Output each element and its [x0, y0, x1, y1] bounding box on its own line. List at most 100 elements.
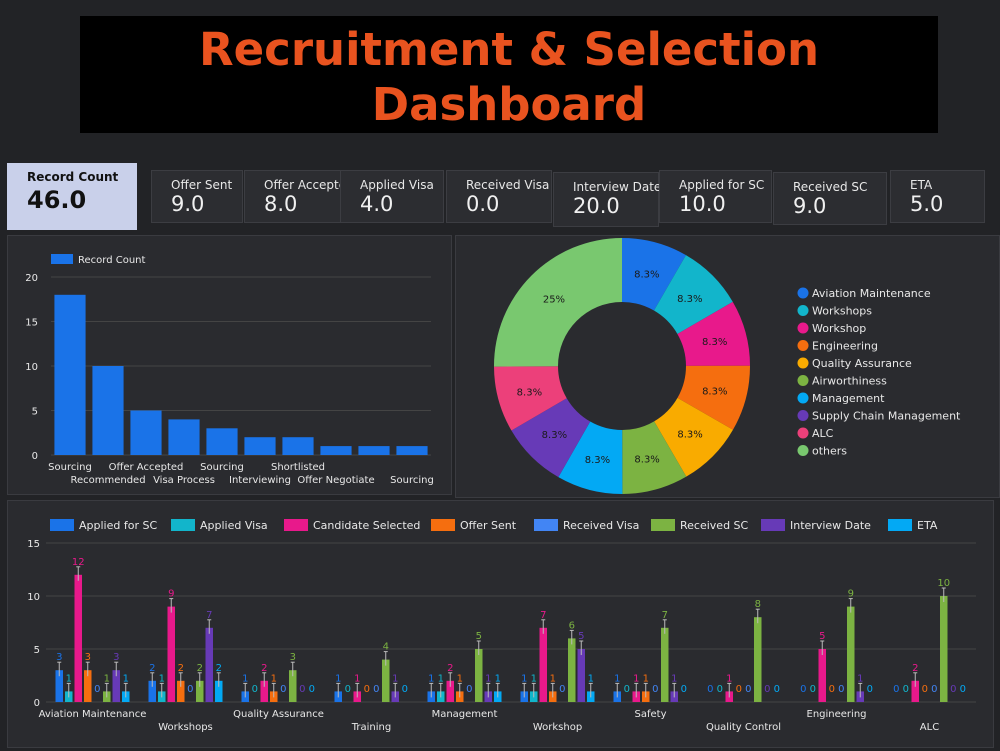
dashboard-title-line1: Recruitment & Selection: [199, 23, 819, 76]
bar-record-count[interactable]: [320, 446, 352, 455]
legend-label[interactable]: Received Visa: [563, 519, 639, 532]
grouped-bar[interactable]: [177, 680, 185, 702]
legend-label[interactable]: Aviation Maintenance: [812, 287, 931, 300]
grouped-bar[interactable]: [475, 649, 483, 702]
grouped-bar[interactable]: [55, 670, 64, 702]
kpi-received-visa[interactable]: Received Visa 0.0: [446, 170, 552, 223]
donut-slice[interactable]: [654, 397, 733, 477]
bar-record-count[interactable]: [92, 366, 124, 455]
bar-record-count[interactable]: [358, 446, 390, 455]
grouped-bar[interactable]: [167, 606, 176, 702]
bar-record-count[interactable]: [168, 419, 200, 455]
donut-slice[interactable]: [622, 238, 686, 311]
grouped-bar[interactable]: [446, 680, 455, 702]
grouped-bar[interactable]: [205, 627, 214, 702]
legend-label[interactable]: Applied Visa: [200, 519, 268, 532]
grouped-bar[interactable]: [289, 670, 297, 702]
department-grouped-bar-chart[interactable]: Applied for SC Applied Visa Candidate Sele…: [8, 501, 993, 747]
legend-label[interactable]: Received SC: [680, 519, 749, 532]
grouped-bar[interactable]: [382, 659, 390, 702]
x-tick-label: Shortlisted: [271, 462, 325, 473]
grouped-bar[interactable]: [661, 627, 669, 702]
grouped-bar-value-label: 2: [197, 663, 203, 674]
legend-label[interactable]: others: [812, 445, 847, 458]
bar-record-count[interactable]: [396, 446, 428, 455]
donut-slice[interactable]: [653, 255, 733, 334]
grouped-bar[interactable]: [84, 670, 92, 702]
legend-swatch: [534, 519, 558, 531]
donut-slice[interactable]: [494, 366, 567, 431]
grouped-bar[interactable]: [112, 670, 121, 702]
grouped-bar-value-label: 8: [755, 599, 761, 610]
legend-label[interactable]: Workshops: [812, 305, 872, 318]
grouped-bar[interactable]: [911, 680, 920, 702]
kpi-applied-visa[interactable]: Applied Visa 4.0: [340, 170, 444, 223]
record-count-scorecard[interactable]: Record Count 46.0: [7, 163, 137, 230]
kpi-eta[interactable]: ETA 5.0: [890, 170, 985, 223]
y-tick-label: 15: [27, 539, 40, 550]
kpi-interview-date[interactable]: Interview Date 20.0: [553, 172, 661, 227]
legend-label[interactable]: Interview Date: [790, 519, 871, 532]
donut-slice[interactable]: [494, 238, 622, 367]
legend-label[interactable]: Offer Sent: [460, 519, 517, 532]
kpi-offer-sent[interactable]: Offer Sent 9.0: [151, 170, 243, 223]
grouped-bar-value-label: 0: [559, 684, 565, 695]
x-tick-label: Safety: [635, 709, 667, 720]
donut-slice-label: 8.3%: [702, 387, 727, 398]
bar-record-count[interactable]: [206, 428, 238, 455]
grouped-bar[interactable]: [74, 574, 83, 702]
y-tick-label: 5: [34, 645, 40, 656]
legend-label[interactable]: Engineering: [812, 340, 878, 353]
grouped-bar-value-label: 1: [614, 673, 620, 684]
grouped-bar-value-label: 4: [383, 642, 389, 653]
grouped-bar-value-label: 0: [681, 684, 687, 695]
grouped-bar[interactable]: [754, 617, 762, 702]
grouped-bar-value-label: 0: [745, 684, 751, 695]
grouped-bar-value-label: 1: [242, 673, 248, 684]
grouped-bar-value-label: 1: [726, 673, 732, 684]
grouped-bar-value-label: 1: [457, 673, 463, 684]
legend-label[interactable]: Applied for SC: [79, 519, 157, 532]
kpi-applied-for-sc[interactable]: Applied for SC 10.0: [659, 170, 772, 223]
legend-label[interactable]: ALC: [812, 427, 834, 440]
grouped-bar[interactable]: [818, 649, 827, 702]
kpi-received-sc[interactable]: Received SC 9.0: [773, 172, 887, 225]
donut-slice[interactable]: [558, 421, 623, 494]
y-tick-label: 0: [34, 698, 40, 709]
legend-label[interactable]: Quality Assurance: [812, 357, 912, 370]
grouped-bar-value-label: 7: [662, 610, 668, 621]
legend-label[interactable]: Airworthiness: [812, 375, 887, 388]
grouped-bar[interactable]: [196, 680, 204, 702]
donut-slice[interactable]: [677, 301, 750, 366]
department-donut-chart[interactable]: 8.3% 8.3% 8.3% 8.3% 8.3% 8.3% 8.3% 8.3% 8.3% 25% A…: [456, 236, 999, 497]
donut-slice[interactable]: [677, 365, 750, 430]
stage-bar-chart[interactable]: Record Count 0 5 10 15 20 Sourcing Recommended O…: [8, 236, 451, 494]
grouped-bar[interactable]: [940, 596, 948, 702]
donut-slice[interactable]: [511, 398, 591, 478]
legend-label[interactable]: Workshop: [812, 322, 866, 335]
kpi-offer-accepted[interactable]: Offer Accepted 8.0: [244, 170, 354, 223]
grouped-bar-value-label: 1: [671, 673, 677, 684]
x-tick-label: Offer Accepted: [109, 462, 184, 473]
grouped-bar[interactable]: [577, 649, 586, 702]
bar-record-count[interactable]: [130, 410, 162, 456]
stage-bar-chart-panel: Record Count 0 5 10 15 20 Sourcing Recommended O…: [7, 235, 452, 495]
grouped-bar[interactable]: [215, 680, 223, 702]
bar-record-count[interactable]: [244, 437, 276, 455]
legend-swatch: [50, 519, 74, 531]
grouped-bar-value-label: 1: [633, 673, 639, 684]
kpi-value: 20.0: [573, 194, 620, 218]
grouped-bar[interactable]: [847, 606, 855, 702]
bar-record-count[interactable]: [54, 294, 86, 455]
legend-label[interactable]: Candidate Selected: [313, 519, 420, 532]
legend-label[interactable]: Management: [812, 392, 885, 405]
grouped-bar[interactable]: [568, 638, 576, 702]
grouped-bar[interactable]: [260, 680, 269, 702]
bar-record-count[interactable]: [282, 437, 314, 455]
grouped-bar-value-label: 0: [800, 684, 806, 695]
grouped-bar[interactable]: [148, 680, 157, 702]
donut-slice[interactable]: [622, 421, 687, 494]
legend-label[interactable]: Supply Chain Management: [812, 410, 961, 423]
grouped-bar[interactable]: [539, 627, 548, 702]
legend-label[interactable]: ETA: [917, 519, 938, 532]
